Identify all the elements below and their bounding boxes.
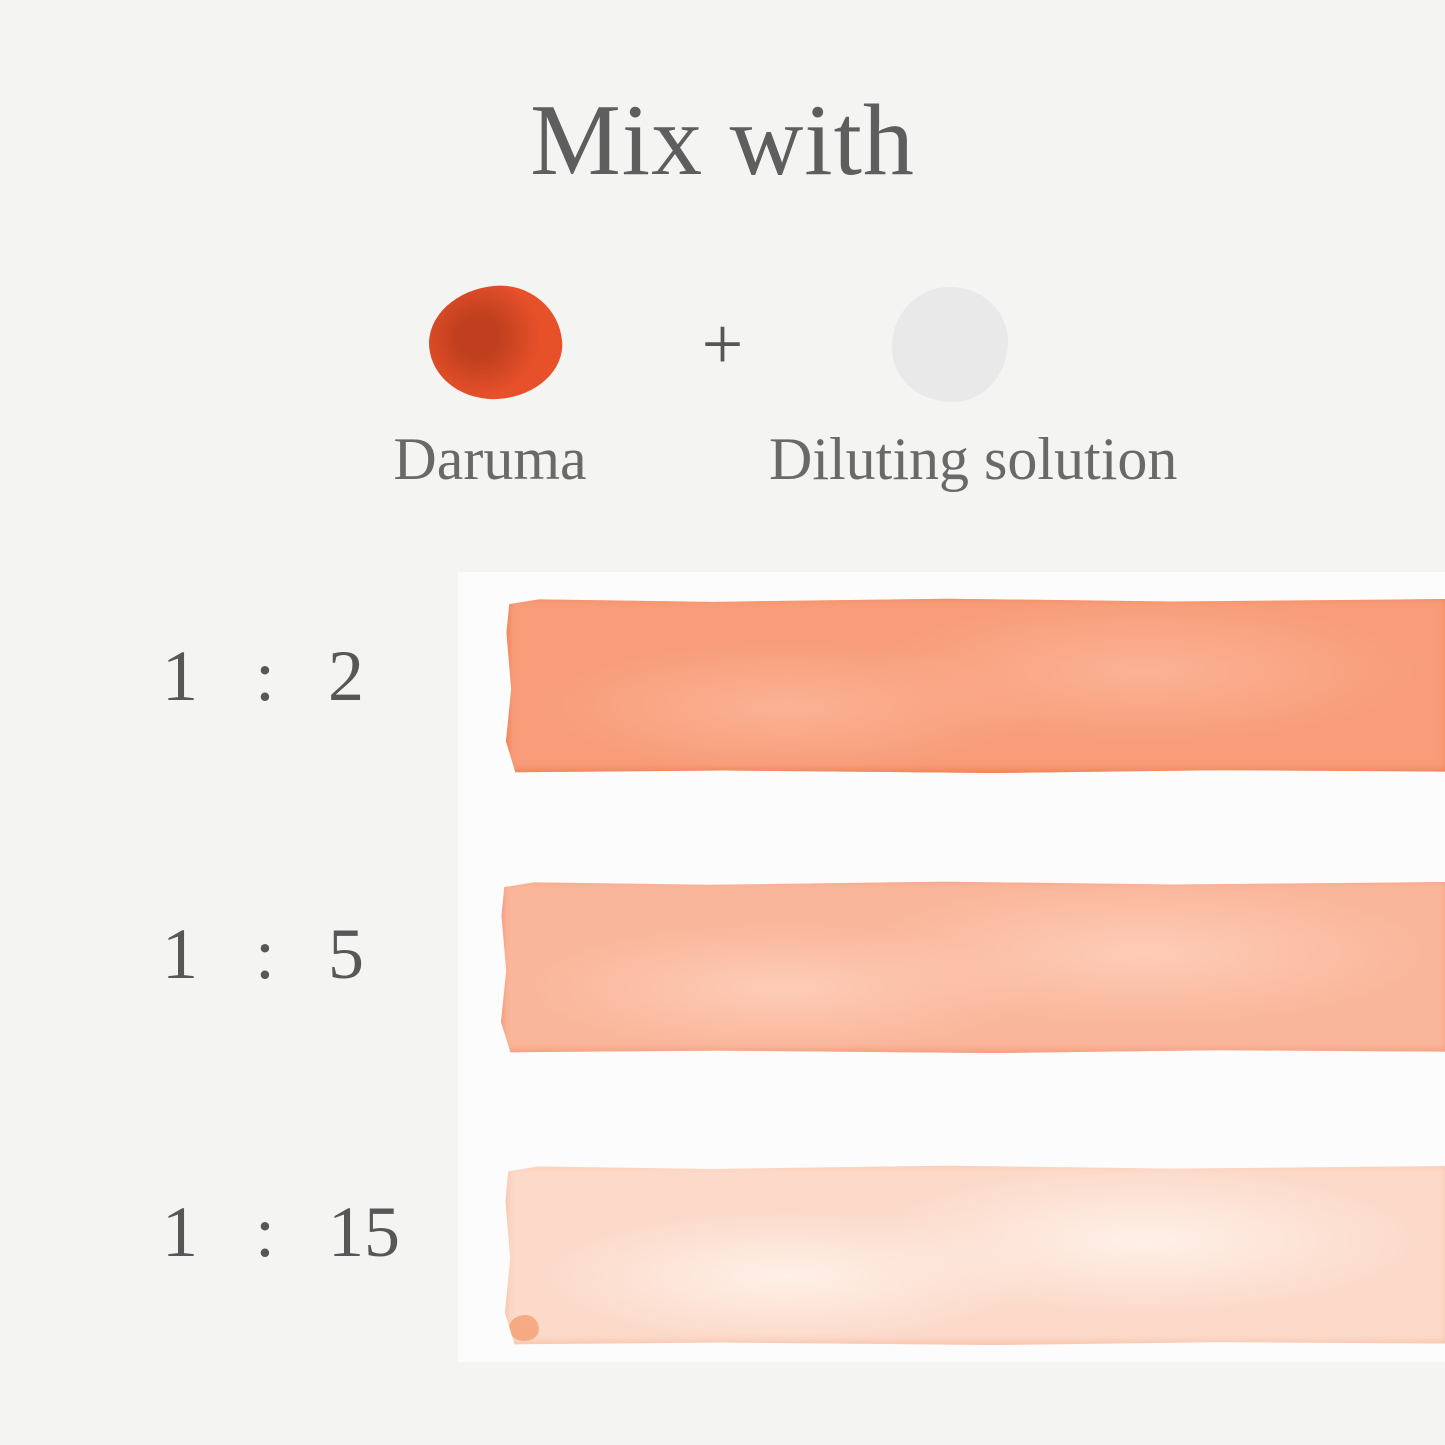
ratio-separator: : xyxy=(255,636,276,716)
ratio-diluent-part: 5 xyxy=(328,914,364,994)
plus-icon: + xyxy=(701,304,744,386)
dilution-swatch-1-5 xyxy=(501,881,1445,1053)
dilution-swatch-1-15 xyxy=(505,1165,1445,1345)
ratio-diluent-part: 15 xyxy=(328,1192,400,1272)
ratio-separator: : xyxy=(255,1192,276,1272)
ratio-label-1-15: 1 : 15 xyxy=(160,1196,440,1276)
diluting-solution-blob-icon xyxy=(892,287,1008,402)
ratio-ink-part: 1 xyxy=(162,1192,198,1272)
ink-name-label: Daruma xyxy=(393,426,587,492)
dilution-swatch-1-2 xyxy=(506,598,1445,773)
ratio-label-1-2: 1 : 2 xyxy=(160,640,440,720)
ratio-ink-part: 1 xyxy=(162,914,198,994)
ratio-diluent-part: 2 xyxy=(328,636,364,716)
ratio-ink-part: 1 xyxy=(162,636,198,716)
diluting-solution-label: Diluting solution xyxy=(769,426,1178,492)
page-title: Mix with xyxy=(530,84,915,197)
ratio-separator: : xyxy=(255,914,276,994)
ratio-label-1-5: 1 : 5 xyxy=(160,918,440,998)
